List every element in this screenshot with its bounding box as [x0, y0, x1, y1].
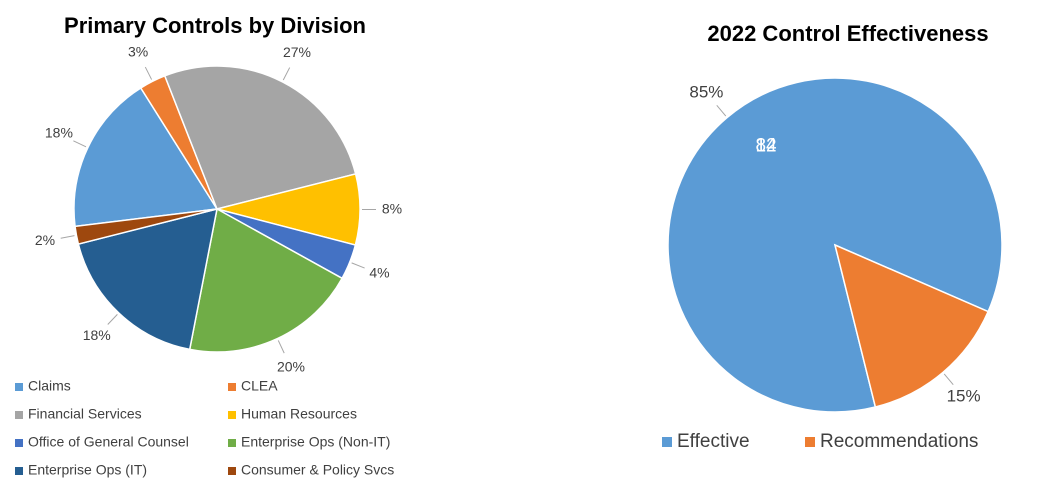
- legend-label: Consumer & Policy Svcs: [241, 462, 394, 478]
- legend-swatch: [15, 439, 23, 447]
- data-label: 15%: [947, 386, 981, 405]
- legend-swatch: [228, 411, 236, 419]
- legend-swatch: [662, 437, 672, 447]
- data-label: 18%: [45, 125, 73, 141]
- legend-label: Human Resources: [241, 406, 357, 422]
- data-label: 82: [755, 136, 776, 157]
- legend-label: Enterprise Ops (IT): [28, 462, 147, 478]
- legend-label: CLEA: [241, 378, 278, 394]
- data-label: 27%: [283, 44, 311, 60]
- leader-line: [282, 67, 291, 81]
- legend-label: Office of General Counsel: [28, 434, 189, 450]
- data-label: 4%: [369, 265, 389, 281]
- legend-swatch: [805, 437, 815, 447]
- legend-swatch: [228, 383, 236, 391]
- pie-slice: [833, 243, 990, 408]
- legend-swatch: [15, 383, 23, 391]
- leader-line: [351, 262, 365, 269]
- legend-label: Recommendations: [820, 431, 978, 452]
- legend-label: Financial Services: [28, 406, 142, 422]
- data-label: 20%: [277, 358, 305, 374]
- leader-line: [73, 140, 87, 148]
- legend-swatch: [15, 411, 23, 419]
- data-label: 8%: [382, 200, 402, 216]
- pie-slice: [77, 207, 218, 351]
- data-label: 14: [755, 136, 777, 157]
- pie-slice: [74, 208, 218, 245]
- leader-line: [107, 314, 118, 325]
- legend-label: Claims: [28, 378, 71, 394]
- pie-slice: [163, 65, 357, 210]
- legend-swatch: [228, 439, 236, 447]
- legend-label: Effective: [677, 431, 750, 452]
- data-label: 3%: [128, 44, 148, 60]
- leader-line: [60, 235, 75, 239]
- data-label: 2%: [35, 232, 55, 248]
- data-label: 18%: [83, 327, 111, 343]
- pie-slice: [73, 86, 219, 228]
- legend-swatch: [15, 467, 23, 475]
- chart-title: 2022 Control Effectiveness: [707, 21, 988, 46]
- legend-label: Enterprise Ops (Non-IT): [241, 434, 390, 450]
- pie-slice: [188, 207, 344, 353]
- chart-title: Primary Controls by Division: [64, 13, 366, 38]
- leader-line: [144, 66, 153, 80]
- data-label: 85%: [689, 83, 723, 102]
- legend-swatch: [228, 467, 236, 475]
- leader-line: [943, 373, 954, 385]
- leader-line: [277, 340, 285, 354]
- leader-line: [716, 105, 727, 117]
